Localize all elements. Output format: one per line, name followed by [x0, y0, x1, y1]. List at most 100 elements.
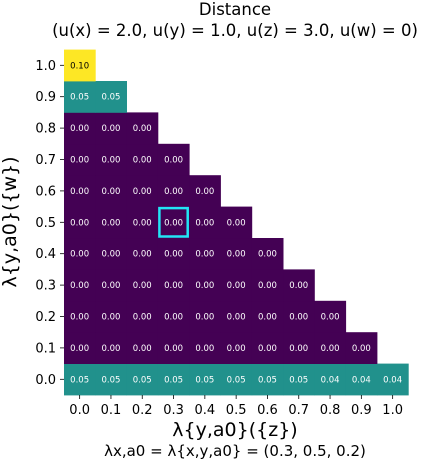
- heatmap-cell: [251, 332, 284, 364]
- heatmap-cell: [95, 112, 127, 145]
- cell-value-label: 0.00: [195, 218, 214, 228]
- x-tick-label: 1.0: [382, 403, 403, 418]
- y-tick-label: 0.5: [35, 216, 56, 231]
- heatmap-cell: [345, 332, 378, 364]
- heatmap-cell: [126, 363, 159, 396]
- heatmap-cell: [283, 269, 315, 302]
- cell-value-label: 0.00: [133, 250, 152, 260]
- cell-value-label: 0.00: [195, 187, 214, 197]
- heatmap-cell: [220, 238, 253, 270]
- heatmap-cell: [95, 269, 127, 302]
- cell-value-label: 0.00: [258, 313, 277, 323]
- cell-value-label: 0.00: [101, 250, 120, 260]
- cell-value-label: 0.00: [133, 313, 152, 323]
- heatmap-cell-labels: 0.05 0.05 0.05 0.05 0.05 0.05 0.05 0.05 0.04 0.04…: [70, 61, 402, 385]
- heatmap-cell: [126, 206, 159, 239]
- heatmap-cell: [64, 363, 96, 396]
- cell-value-label: 0.00: [133, 281, 152, 291]
- cell-value-label: 0.00: [101, 344, 120, 354]
- heatmap-cell: [189, 175, 221, 207]
- cell-value-label: 0.00: [101, 281, 120, 291]
- cell-value-label: 0.00: [227, 313, 246, 323]
- cell-value-label: 0.04: [321, 375, 340, 385]
- cell-value-label: 0.00: [133, 218, 152, 228]
- cell-value-label: 0.05: [101, 93, 120, 103]
- heatmap-cell: [189, 300, 221, 333]
- x-tick-label: 0.4: [195, 403, 216, 418]
- heatmap-cells: [64, 49, 409, 396]
- cell-value-label: 0.00: [101, 218, 120, 228]
- x-tick-label: 0.9: [351, 403, 372, 418]
- cell-value-label: 0.00: [352, 344, 371, 354]
- heatmap-cell: [251, 238, 284, 270]
- heatmap-cell: [126, 175, 159, 207]
- cell-value-label: 0.00: [164, 313, 183, 323]
- heatmap-cell: [157, 363, 190, 396]
- heatmap-cell: [95, 175, 127, 207]
- y-tick-label: 1.0: [35, 59, 56, 74]
- heatmap-cell: [157, 175, 190, 207]
- heatmap-cell: [126, 143, 159, 176]
- heatmap-cell: [157, 332, 190, 364]
- cell-value-label: 0.00: [227, 250, 246, 260]
- y-tick-label: 0.0: [35, 373, 56, 388]
- cell-value-label: 0.00: [101, 156, 120, 166]
- cell-value-label: 0.00: [101, 313, 120, 323]
- cell-value-label: 0.05: [289, 375, 308, 385]
- cell-value-label: 0.05: [164, 375, 183, 385]
- y-tick-label: 0.9: [35, 90, 56, 105]
- x-tick-label: 0.2: [132, 403, 153, 418]
- heatmap-cell: [157, 269, 190, 302]
- heatmap-cell: [64, 332, 96, 364]
- x-tick-label: 0.8: [320, 403, 341, 418]
- heatmap-cell: [251, 363, 284, 396]
- heatmap-cell: [220, 332, 253, 364]
- cell-value-label: 0.05: [133, 375, 152, 385]
- cell-value-label: 0.00: [133, 156, 152, 166]
- x-tick-label: 0.3: [163, 403, 184, 418]
- chart-title: Distance: [198, 0, 272, 19]
- cell-value-label: 0.00: [227, 344, 246, 354]
- cell-value-label: 0.00: [258, 281, 277, 291]
- cell-value-label: 0.10: [70, 61, 89, 71]
- chart-subtitle: (u(x) = 2.0, u(y) = 1.0, u(z) = 3.0, u(w…: [0, 21, 426, 40]
- y-tick-label: 0.6: [35, 184, 56, 199]
- heatmap-cell: [95, 81, 127, 113]
- y-axis-label: λ{y,a0}({w}): [0, 156, 21, 288]
- heatmap-cell: [377, 363, 409, 396]
- cell-value-label: 0.00: [195, 250, 214, 260]
- y-tick-label: 0.8: [35, 122, 56, 137]
- heatmap-cell: [64, 175, 96, 207]
- heatmap-cell: [95, 363, 127, 396]
- cell-value-label: 0.05: [101, 375, 120, 385]
- heatmap-cell: [189, 238, 221, 270]
- heatmap-cell: [95, 332, 127, 364]
- cell-value-label: 0.05: [70, 93, 89, 103]
- y-tick-label: 0.2: [35, 310, 56, 325]
- heatmap-cell: [64, 143, 96, 176]
- cell-value-label: 0.00: [258, 250, 277, 260]
- cell-value-label: 0.00: [289, 344, 308, 354]
- heatmap-cell: [64, 269, 96, 302]
- heatmap-cell: [126, 300, 159, 333]
- y-tick-label: 0.3: [35, 279, 56, 294]
- heatmap-cell: [126, 112, 159, 145]
- heatmap-cell: [157, 143, 190, 176]
- cell-value-label: 0.00: [195, 313, 214, 323]
- cell-value-label: 0.00: [70, 250, 89, 260]
- cell-value-label: 0.00: [164, 344, 183, 354]
- cell-value-label: 0.00: [289, 281, 308, 291]
- cell-value-label: 0.00: [70, 156, 89, 166]
- cell-value-label: 0.00: [258, 344, 277, 354]
- chart-subtitle-text: (u(x) = 2.0, u(y) = 1.0, u(z) = 3.0, u(w…: [52, 21, 418, 40]
- cell-value-label: 0.00: [133, 124, 152, 134]
- highlight-box: [158, 206, 189, 238]
- cell-value-label: 0.00: [70, 344, 89, 354]
- cell-value-label: 0.00: [195, 344, 214, 354]
- heatmap-cell: [251, 269, 284, 302]
- heatmap-cell: [95, 206, 127, 239]
- cell-value-label: 0.00: [164, 250, 183, 260]
- heatmap-cell: [314, 363, 347, 396]
- x-tick-label: 0.1: [101, 403, 122, 418]
